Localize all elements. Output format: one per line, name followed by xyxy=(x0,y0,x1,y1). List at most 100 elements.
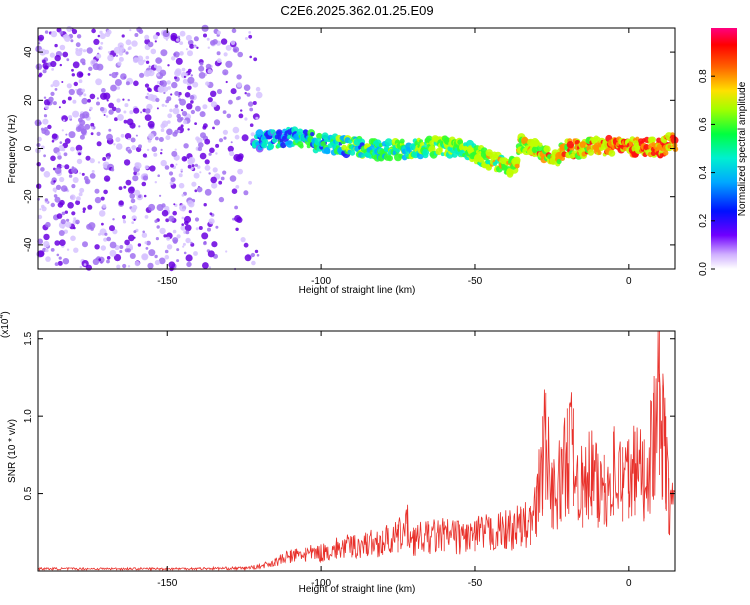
noise-point xyxy=(54,190,57,193)
noise-point xyxy=(232,126,240,134)
noise-point xyxy=(184,92,191,98)
snr-y-ticks: 0.5 1.0 1.5 xyxy=(23,331,675,501)
noise-point xyxy=(45,256,51,262)
noise-point xyxy=(66,26,73,32)
noise-point xyxy=(185,72,188,76)
noise-point xyxy=(191,164,195,168)
noise-point xyxy=(100,107,105,112)
noise-point xyxy=(195,105,201,112)
noise-point xyxy=(57,202,64,208)
x-tick-label: 0 xyxy=(626,276,632,287)
track-point xyxy=(261,142,268,149)
noise-point xyxy=(122,215,126,219)
noise-point xyxy=(76,71,84,78)
noise-point xyxy=(234,205,239,210)
noise-point xyxy=(93,38,100,46)
noise-point xyxy=(220,176,225,181)
noise-point xyxy=(240,237,246,243)
noise-point xyxy=(49,52,56,58)
noise-point xyxy=(127,265,131,268)
noise-point xyxy=(75,47,79,52)
noise-point xyxy=(207,69,213,74)
noise-point xyxy=(243,190,249,196)
colorbar: 0.0 0.2 0.4 0.6 0.8 Normalized spectral ampl… xyxy=(698,28,748,276)
noise-point xyxy=(161,120,169,128)
x-tick-label: -50 xyxy=(468,578,483,589)
noise-point xyxy=(232,46,240,53)
y-tick-label: 1.5 xyxy=(23,331,34,345)
noise-point xyxy=(142,153,147,158)
colorbar-tick-label: 0.4 xyxy=(698,165,709,179)
noise-point xyxy=(75,200,81,206)
noise-point xyxy=(186,103,193,110)
snr-series xyxy=(37,330,676,572)
noise-point xyxy=(179,51,184,56)
noise-point xyxy=(207,250,215,258)
track-point xyxy=(566,141,575,149)
noise-point xyxy=(61,129,64,132)
noise-point xyxy=(218,180,223,185)
track-point xyxy=(538,142,543,147)
noise-point xyxy=(167,120,171,124)
noise-point xyxy=(66,83,72,89)
noise-point xyxy=(131,221,135,225)
noise-point xyxy=(87,98,91,103)
noise-point xyxy=(243,242,249,248)
noise-point xyxy=(102,157,107,161)
noise-point xyxy=(103,114,106,116)
noise-point xyxy=(107,54,114,62)
track-point xyxy=(296,128,304,136)
noise-point xyxy=(53,180,56,183)
noise-point xyxy=(252,101,257,105)
track-point xyxy=(323,147,331,155)
noise-point xyxy=(75,42,81,48)
noise-point xyxy=(248,180,253,185)
noise-point xyxy=(187,85,192,91)
noise-point xyxy=(147,139,152,143)
noise-point xyxy=(193,251,198,256)
noise-point xyxy=(146,148,150,152)
noise-point xyxy=(103,92,111,100)
noise-point xyxy=(160,152,163,155)
noise-point xyxy=(205,81,210,86)
noise-points xyxy=(34,24,263,272)
noise-point xyxy=(230,40,236,46)
noise-point xyxy=(59,239,66,246)
noise-point xyxy=(95,53,102,59)
noise-point xyxy=(244,92,247,95)
track-point xyxy=(404,153,409,158)
noise-point xyxy=(216,58,222,64)
noise-point xyxy=(131,145,137,151)
noise-point xyxy=(196,186,203,193)
noise-point xyxy=(235,185,240,189)
noise-point xyxy=(150,48,157,55)
noise-point xyxy=(38,34,45,41)
noise-point xyxy=(99,33,106,40)
noise-point xyxy=(141,253,149,261)
noise-point xyxy=(147,41,154,48)
noise-point xyxy=(240,109,243,112)
noise-point xyxy=(133,218,136,221)
noise-point xyxy=(82,241,88,248)
noise-point xyxy=(108,109,114,115)
noise-point xyxy=(71,68,74,72)
noise-point xyxy=(106,255,111,260)
noise-point xyxy=(45,248,49,253)
noise-point xyxy=(143,70,151,77)
noise-point xyxy=(75,88,78,91)
noise-point xyxy=(148,133,155,140)
noise-point xyxy=(122,218,125,222)
noise-point xyxy=(52,187,57,192)
noise-point xyxy=(115,107,121,113)
noise-point xyxy=(110,168,115,172)
noise-point xyxy=(161,103,165,107)
noise-point xyxy=(51,68,54,71)
noise-point xyxy=(78,79,83,84)
noise-point xyxy=(175,68,182,75)
noise-point xyxy=(247,101,254,107)
noise-point xyxy=(235,96,240,101)
noise-point xyxy=(236,82,242,88)
noise-point xyxy=(66,218,70,222)
noise-point xyxy=(64,210,69,214)
